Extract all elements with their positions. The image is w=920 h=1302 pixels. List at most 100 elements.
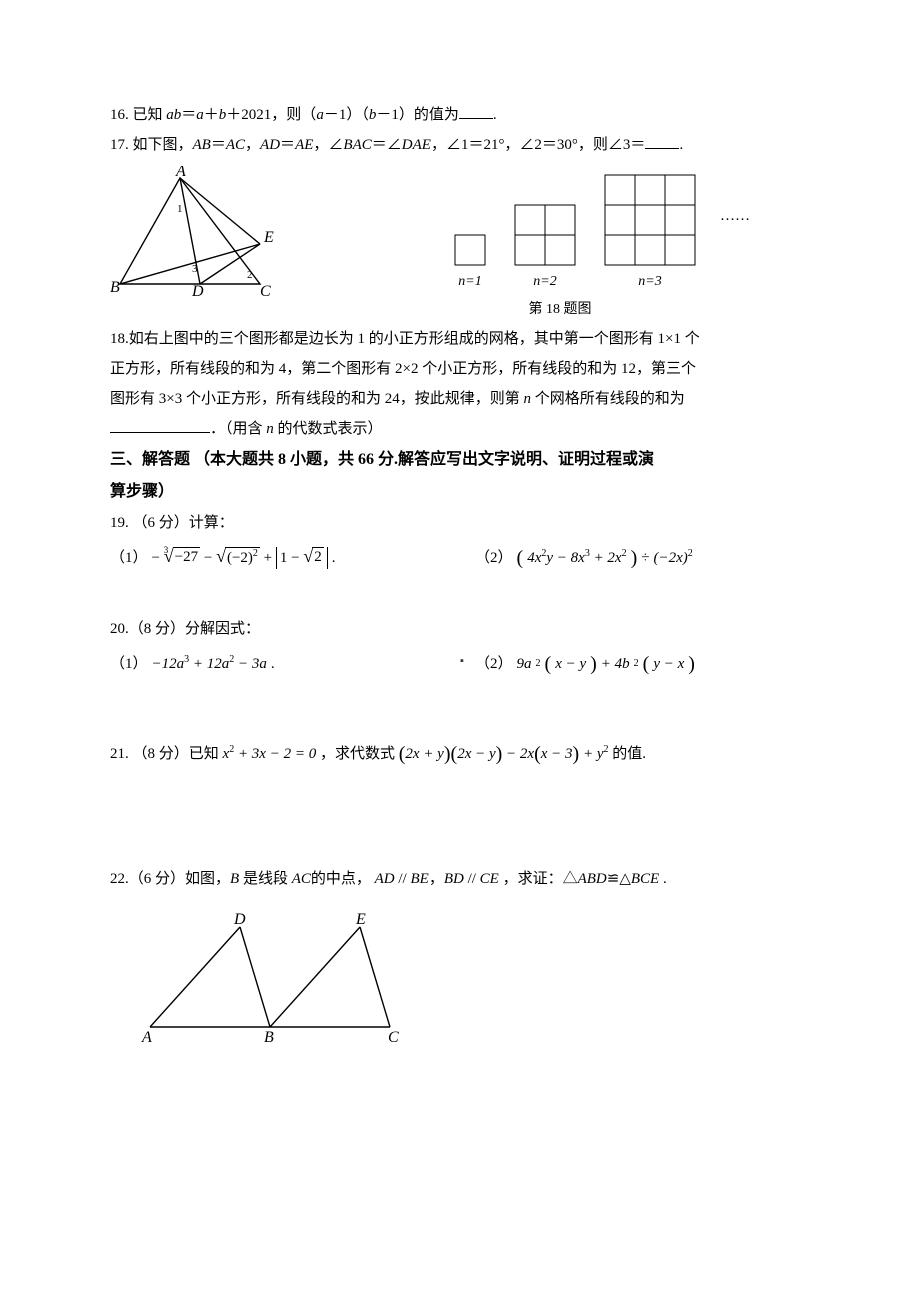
grid1-svg [450,230,490,270]
q18-l4b: 的代数式表示） [274,421,383,437]
q17-ad: AD [260,137,280,153]
eqmid: + 3x − 2 = 0 [234,746,316,762]
q19p2-open: （2） [475,543,513,573]
absR: 2 [312,547,324,566]
q17-ae: AE [295,137,313,153]
plus1: + [264,550,276,566]
f22-E: E [355,912,366,928]
q18-l3b: 个网格所有线段的和为 [531,391,685,407]
p2as: 2 [536,654,541,674]
q18-l3a: 图形有 3×3 个小正方形，所有线段的和为 24，按此规律，则第 [110,391,523,407]
p2a: 9a [517,649,532,679]
q20p1-open: （1） [110,649,148,679]
q16-p2: ＋2021，则（ [226,107,316,123]
figure-row: A B C D E 1 2 3 n=1 [110,166,810,296]
q16-blank [459,103,493,119]
fig17-triangle: A B C D E 1 2 3 [110,166,280,296]
q22-cong: ≌△ [607,871,631,887]
q17-c3: ，∠1＝21°，∠2＝30°，则∠3＝ [431,137,646,153]
q16-p1: ＋ [204,107,219,123]
q17-end: . [679,137,683,153]
page: 16. 已知 ab＝a＋b＋2021，则（a－1）（b－1）的值为. 17. 如… [0,0,920,1302]
lbl-2: 2 [247,269,253,281]
lbl-3: 3 [192,263,198,275]
p2plus: + 4b [601,649,630,679]
grid-n1: n=1 [450,230,490,296]
q22-pre: 22.（6 分）如图， [110,871,230,887]
xyo1: ( [545,644,552,684]
q22-m1: 是线段 [239,871,292,887]
cap-n3: n=3 [638,274,661,289]
q22-BCE: BCE [631,871,659,887]
p2bs: 2 [634,654,639,674]
q17-c1: ， [245,137,260,153]
pp1s: 2 [622,548,627,559]
r2s: 2 [253,548,258,559]
lbl-C: C [260,283,271,296]
q20-head: 20.（8 分）分解因式： [110,614,810,644]
q17-e1: ＝ [211,137,226,153]
q22-BE: BE [410,871,428,887]
q22-m2: 的中点， [311,871,371,887]
q17: 17. 如下图，AB＝AC，AD＝AE，∠BAC＝∠DAE，∠1＝21°，∠2＝… [110,130,810,160]
p1c: − 3a [234,656,267,672]
q22-BD: BD [444,871,464,887]
q20-p2: （2） 9a2 (x − y) + 4b2 (y − x) [455,644,810,684]
b3: x − 3 [541,746,573,762]
p1b: + 12a [189,656,229,672]
q21: 21. （8 分）已知 x2 + 3x − 2 = 0 ，求代数式 (2x + … [110,734,810,774]
q17-e3: ＝∠ [372,137,402,153]
em: − 2x [502,746,534,762]
grid-n2: n=2 [510,200,580,296]
q18-l3: 图形有 3×3 个小正方形，所有线段的和为 24，按此规律，则第 n 个网格所有… [110,384,810,414]
q22-AD: AD [375,871,395,887]
q21-mid: ，求代数式 [320,746,395,762]
q20p2-open: （2） [475,649,513,679]
q18-n2: n [266,421,274,437]
q17-pre: 17. 如下图， [110,137,193,153]
rad1: −27 [173,547,200,566]
r2o: (−2) [227,550,253,566]
q17-e2: ＝ [280,137,295,153]
lbl-D: D [191,283,204,296]
q19p1-end: . [332,543,336,573]
xyc2: ) [688,644,695,684]
q22-end: . [659,871,667,887]
q16-pa: a [316,107,324,123]
b1: 2x + y [405,746,443,762]
minus1: − [204,550,216,566]
xy1: x − y [555,649,586,679]
b3o: ( [534,743,541,765]
q22: 22.（6 分）如图，B 是线段 AC的中点， AD // BE，BD // C… [110,864,810,894]
q18-blank [110,417,210,433]
q20-p1: （1） −12a3 + 12a2 − 3a . [110,644,445,684]
q16-ab: ab [166,107,181,123]
par2: // [464,871,480,887]
q21-end: 的值. [612,746,646,762]
section3-h2: 算步骤） [110,476,810,508]
b1c: ) [444,743,451,765]
p1a: −12a [152,656,185,672]
q17-dae: DAE [402,137,431,153]
f22-D: D [233,912,246,928]
cap-n2: n=2 [533,274,556,289]
par1: // [395,871,411,887]
dots: …… [720,201,750,261]
q17-c2: ，∠ [313,137,343,153]
t1: 4x [527,550,541,566]
pys: 2 [603,744,608,755]
q21-pre: 21. （8 分）已知 [110,746,223,762]
xy2: y − x [653,649,684,679]
q22-c: ， [429,871,444,887]
fig22-svg: A B C D E [140,912,400,1042]
q18-l4: ．（用含 n 的代数式表示） [110,414,810,444]
q16: 16. 已知 ab＝a＋b＋2021，则（a－1）（b－1）的值为. [110,100,810,130]
m1: − 8x [553,550,585,566]
absL: 1 − [280,550,303,566]
q19-p1: （1） − 3 √−27 − √(−2)2 + 1 − √2 . [110,538,445,578]
cap-n1: n=1 [458,274,481,289]
q16-eq: ＝ [181,107,196,123]
b2: 2x − y [457,746,495,762]
fig22: A B C D E [140,912,810,1042]
lbl-1: 1 [177,203,183,215]
